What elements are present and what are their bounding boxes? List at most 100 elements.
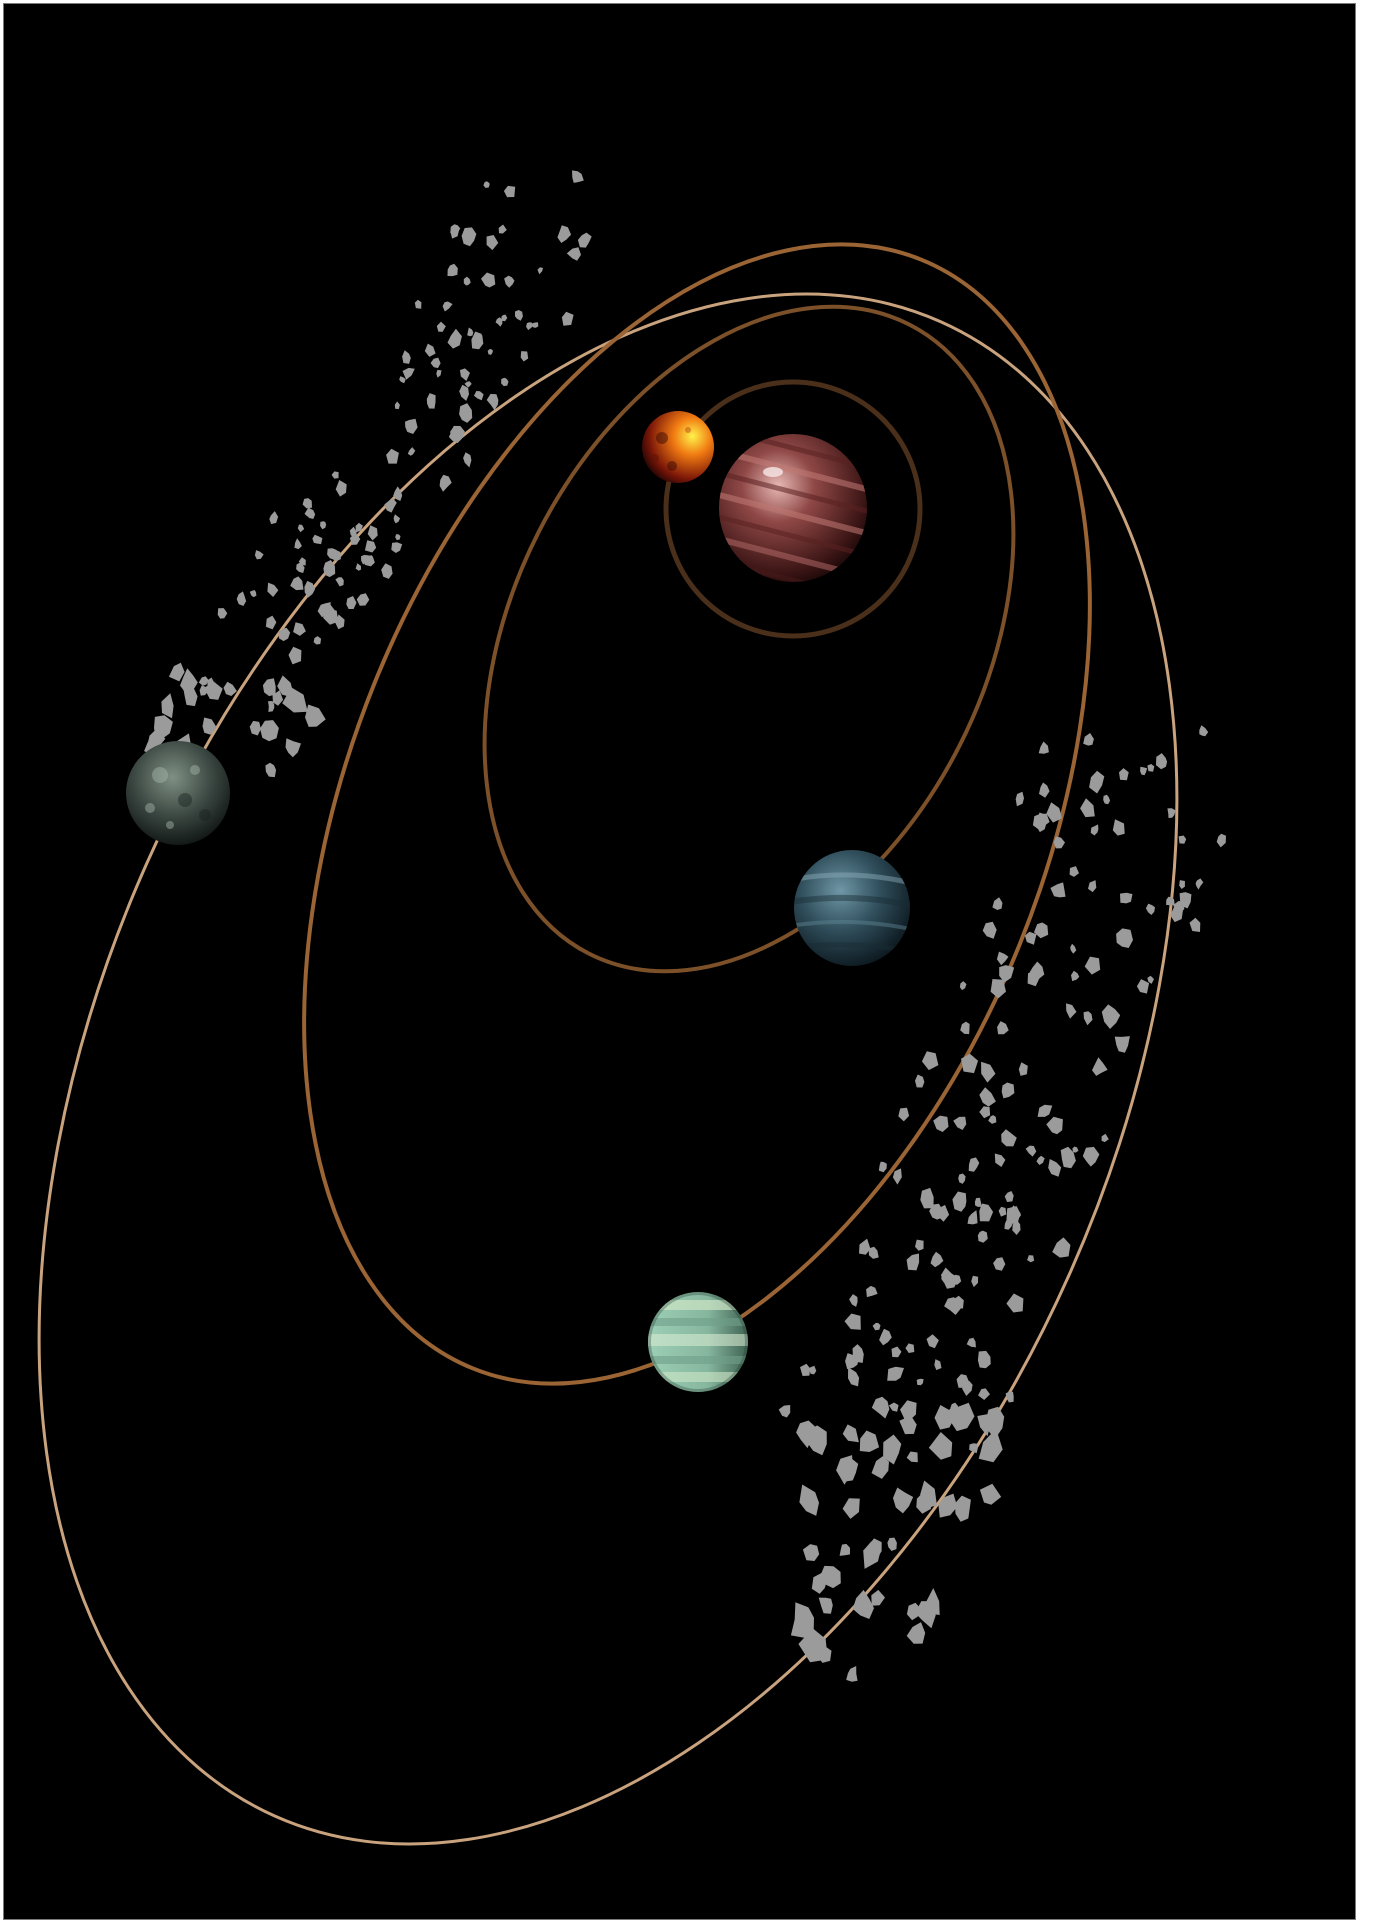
asteroid: [572, 170, 584, 183]
asteroid: [447, 263, 458, 277]
asteroid: [915, 1074, 925, 1088]
asteroid: [802, 1544, 820, 1561]
asteroid: [888, 1402, 899, 1412]
asteroid: [481, 272, 496, 288]
asteroid: [1025, 1145, 1037, 1157]
asteroid: [249, 720, 261, 736]
asteroid: [1145, 903, 1155, 915]
asteroid: [515, 310, 523, 321]
asteroid: [1036, 1155, 1045, 1165]
asteroid: [402, 367, 415, 380]
asteroid: [323, 560, 336, 578]
asteroid: [532, 322, 539, 328]
asteroid: [473, 331, 483, 343]
green-planet: [648, 1292, 748, 1392]
asteroid: [1083, 1011, 1093, 1026]
asteroid: [474, 391, 484, 401]
asteroid: [1004, 1191, 1014, 1202]
asteroid: [1199, 725, 1209, 737]
asteroid: [938, 1493, 958, 1518]
asteroid: [1179, 880, 1185, 889]
asteroid: [1071, 970, 1080, 982]
asteroid: [1070, 943, 1077, 954]
asteroid: [871, 1589, 885, 1606]
asteroid: [304, 507, 316, 519]
asteroid: [1084, 956, 1101, 975]
asteroid: [391, 542, 403, 553]
asteroid: [878, 1161, 887, 1173]
asteroid: [842, 1424, 859, 1443]
asteroid: [395, 534, 401, 541]
asteroid: [249, 590, 257, 598]
asteroid: [906, 1451, 918, 1463]
asteroid: [1052, 1237, 1071, 1258]
asteroid: [950, 1402, 959, 1413]
asteroid: [459, 368, 470, 381]
asteroid: [1046, 1116, 1063, 1135]
asteroid: [1001, 1082, 1015, 1099]
asteroid: [1080, 798, 1095, 818]
asteroid: [1147, 975, 1154, 984]
blue-planet: [794, 850, 910, 966]
asteroid: [844, 1313, 861, 1330]
asteroid: [356, 593, 370, 606]
asteroid: [1066, 1003, 1077, 1019]
asteroid: [265, 762, 277, 778]
asteroid: [981, 1061, 996, 1083]
asteroid: [561, 311, 574, 326]
asteroid: [1015, 791, 1024, 807]
asteroid: [916, 1378, 924, 1386]
asteroid: [323, 608, 339, 625]
asteroid: [979, 1203, 994, 1222]
asteroid: [537, 267, 544, 275]
asteroid: [498, 224, 507, 234]
asteroid: [1006, 1293, 1024, 1313]
asteroid: [199, 685, 208, 696]
asteroid: [312, 534, 323, 545]
asteroid: [996, 951, 1009, 966]
asteroid: [1005, 1391, 1014, 1403]
asteroid: [217, 608, 228, 619]
asteroid: [486, 235, 499, 251]
asteroid: [414, 299, 422, 309]
asteroid: [1167, 808, 1176, 818]
asteroid: [402, 350, 411, 364]
asteroid: [1001, 1129, 1017, 1147]
asteroid: [863, 1541, 882, 1569]
asteroid: [267, 582, 279, 597]
asteroid: [1147, 764, 1155, 772]
asteroid: [355, 522, 363, 533]
asteroid: [501, 377, 509, 387]
asteroid: [335, 480, 347, 497]
asteroid: [892, 1168, 902, 1185]
asteroid: [969, 1443, 978, 1454]
asteroid: [900, 1400, 917, 1424]
asteroid: [426, 393, 436, 409]
asteroid: [1092, 1057, 1108, 1076]
asteroid: [436, 321, 446, 332]
asteroid: [265, 615, 277, 630]
asteroid: [450, 224, 461, 237]
asteroid: [887, 1537, 897, 1551]
asteroid: [905, 1343, 915, 1353]
asteroid: [778, 1405, 791, 1418]
asteroid: [998, 1206, 1007, 1217]
asteroid: [367, 525, 378, 541]
asteroid: [906, 1622, 926, 1644]
asteroid: [364, 554, 375, 567]
asteroid: [1114, 1036, 1130, 1053]
asteroid: [293, 622, 306, 636]
asteroid: [800, 1363, 811, 1376]
middle-orbit: [302, 242, 1092, 1386]
asteroid: [871, 1456, 889, 1479]
asteroid: [1046, 802, 1063, 823]
asteroid: [262, 678, 276, 697]
asteroid: [260, 720, 279, 742]
asteroid: [394, 401, 400, 410]
asteroid: [944, 1297, 961, 1315]
asteroid: [487, 349, 493, 355]
asteroid: [999, 965, 1015, 983]
asteroid: [891, 1346, 902, 1358]
asteroid: [272, 690, 284, 706]
asteroid: [407, 447, 416, 456]
